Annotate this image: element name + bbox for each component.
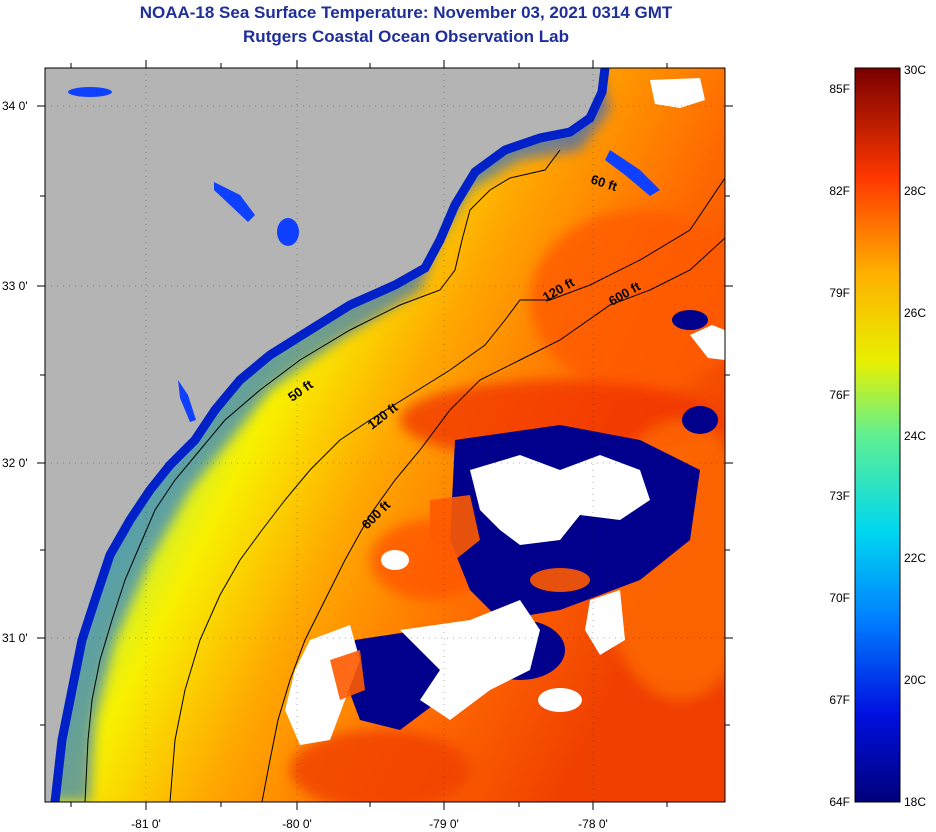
lon-label-81: -81 0' — [131, 817, 161, 831]
cb-label-67f: 67F — [829, 693, 850, 707]
isobath-120ft — [169, 177, 725, 802]
cb-label-20c: 20C — [904, 673, 926, 687]
temperature-colorbar — [854, 67, 901, 803]
lon-label-80: -80 0' — [282, 817, 312, 831]
cb-label-18c: 18C — [904, 795, 926, 809]
lat-label-34: 34 0' — [2, 99, 28, 113]
cb-label-24c: 24C — [904, 429, 926, 443]
cb-label-28c: 28C — [904, 184, 926, 198]
warm-filaments — [330, 495, 590, 700]
isobath-50ft — [84, 149, 561, 802]
cb-label-73f: 73F — [829, 489, 850, 503]
cb-label-22c: 22C — [904, 551, 926, 565]
cb-label-76f: 76F — [829, 388, 850, 402]
map-grid — [45, 68, 725, 802]
map-subtitle: Rutgers Coastal Ocean Observation Lab — [243, 27, 569, 46]
isobath-600ft — [261, 237, 725, 802]
lat-label-33: 33 0' — [2, 279, 28, 293]
coastline-edge — [50, 68, 610, 802]
lat-label-31: 31 0' — [2, 631, 28, 645]
inland-waters — [68, 87, 660, 422]
axis-ticks — [37, 60, 733, 810]
lat-label-32: 32 0' — [2, 456, 28, 470]
map-panel: 60 ft 120 ft 600 ft 50 ft 120 ft 600 ft — [45, 68, 725, 802]
lon-label-79: -79 0' — [429, 817, 459, 831]
cloud-cover — [285, 78, 725, 745]
lon-label-78: -78 0' — [578, 817, 608, 831]
isobath-lines — [84, 149, 725, 802]
map-frame — [44, 67, 726, 803]
cb-label-64f: 64F — [829, 795, 850, 809]
colorbar-fahrenheit-labels: 85F 82F 79F 76F 73F 70F 67F 64F — [829, 82, 850, 809]
cb-label-85f: 85F — [829, 82, 850, 96]
land-mass — [45, 68, 605, 802]
colorbar-celsius-labels: 30C 28C 26C 24C 22C 20C 18C — [904, 63, 926, 809]
cb-label-79f: 79F — [829, 286, 850, 300]
cb-label-70f: 70F — [829, 591, 850, 605]
map-title: NOAA-18 Sea Surface Temperature: Novembe… — [139, 3, 673, 22]
cb-label-26c: 26C — [904, 306, 926, 320]
cb-label-82f: 82F — [829, 184, 850, 198]
cb-label-30c: 30C — [904, 63, 926, 77]
